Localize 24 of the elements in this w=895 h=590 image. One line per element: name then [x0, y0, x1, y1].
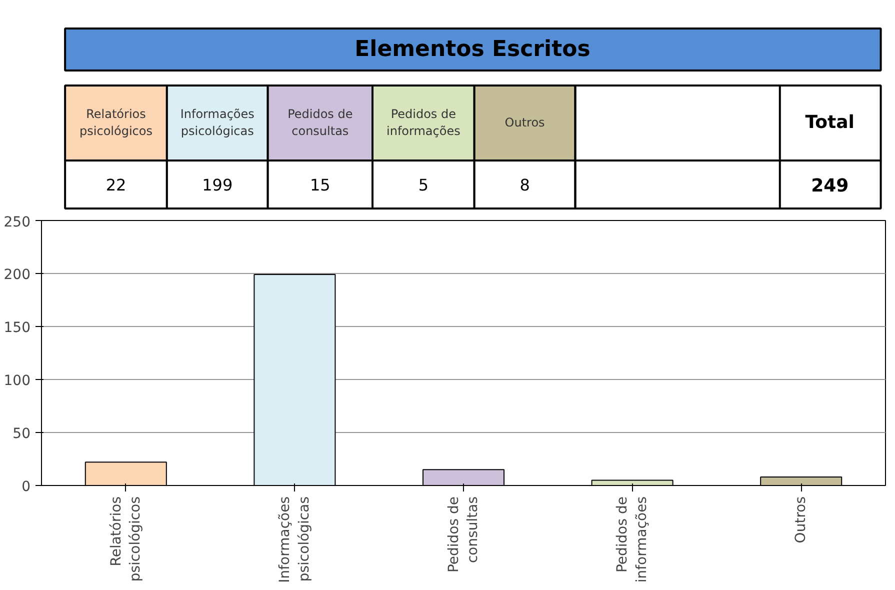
text: Elementos Escritos: [354, 37, 590, 62]
x-tick-label: Outros: [793, 496, 810, 544]
text: 15: [310, 176, 330, 194]
y-tick-label: 250: [4, 214, 31, 230]
y-tick-label: 200: [4, 267, 31, 283]
category-label: Pedidos de consultas: [288, 107, 353, 138]
text: 22: [106, 176, 126, 194]
text: Total: [805, 112, 854, 133]
text: 5: [418, 176, 429, 194]
category-label: Informações psicológicas: [180, 107, 254, 138]
x-tick-label: Relatórios psicológicos: [108, 496, 144, 582]
y-tick-label: 50: [12, 426, 31, 442]
category-label: Pedidos de informações: [386, 107, 460, 138]
x-tick-label: Pedidos de consultas: [446, 496, 482, 573]
category-label: Outros: [504, 116, 545, 130]
x-tick-label: Informações psicológicas: [277, 496, 312, 583]
y-tick-label: 100: [4, 373, 31, 389]
y-tick-label: 150: [4, 320, 31, 336]
text: 8: [520, 176, 530, 194]
text: 199: [202, 176, 233, 194]
text: 249: [811, 176, 849, 196]
x-tick-label: Pedidos de informações: [614, 496, 650, 583]
category-label: Relatórios psicológicos: [80, 107, 152, 138]
y-tick-label: 0: [22, 479, 31, 495]
